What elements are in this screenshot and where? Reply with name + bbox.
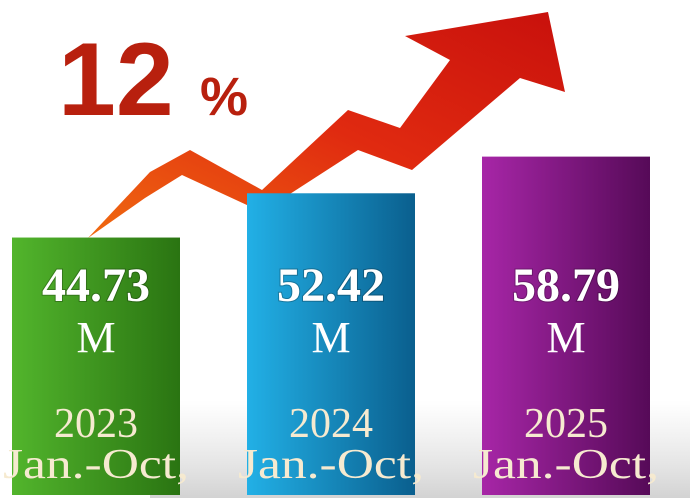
period-label: Jan.-Oct, — [473, 442, 659, 488]
value-label: 58.79 — [512, 259, 620, 312]
growth-unit: % — [200, 67, 248, 127]
period-label: Jan.-Oct, — [3, 442, 189, 488]
category-label: 2025 — [524, 401, 608, 447]
growth-number: 12 — [58, 22, 174, 138]
category-label: 2023 — [54, 401, 138, 447]
category-label: 2024 — [289, 401, 373, 447]
value-label: 44.73 — [42, 259, 150, 312]
value-unit: M — [546, 313, 585, 362]
chart: 12 % 44.73M2023Jan.-Oct,52.42M2024Jan.-O… — [0, 0, 692, 498]
bars: 44.73M2023Jan.-Oct,52.42M2024Jan.-Oct,58… — [3, 157, 659, 495]
value-unit: M — [311, 313, 350, 362]
value-label: 52.42 — [277, 259, 385, 312]
value-unit: M — [76, 313, 115, 362]
period-label: Jan.-Oct, — [238, 442, 424, 488]
